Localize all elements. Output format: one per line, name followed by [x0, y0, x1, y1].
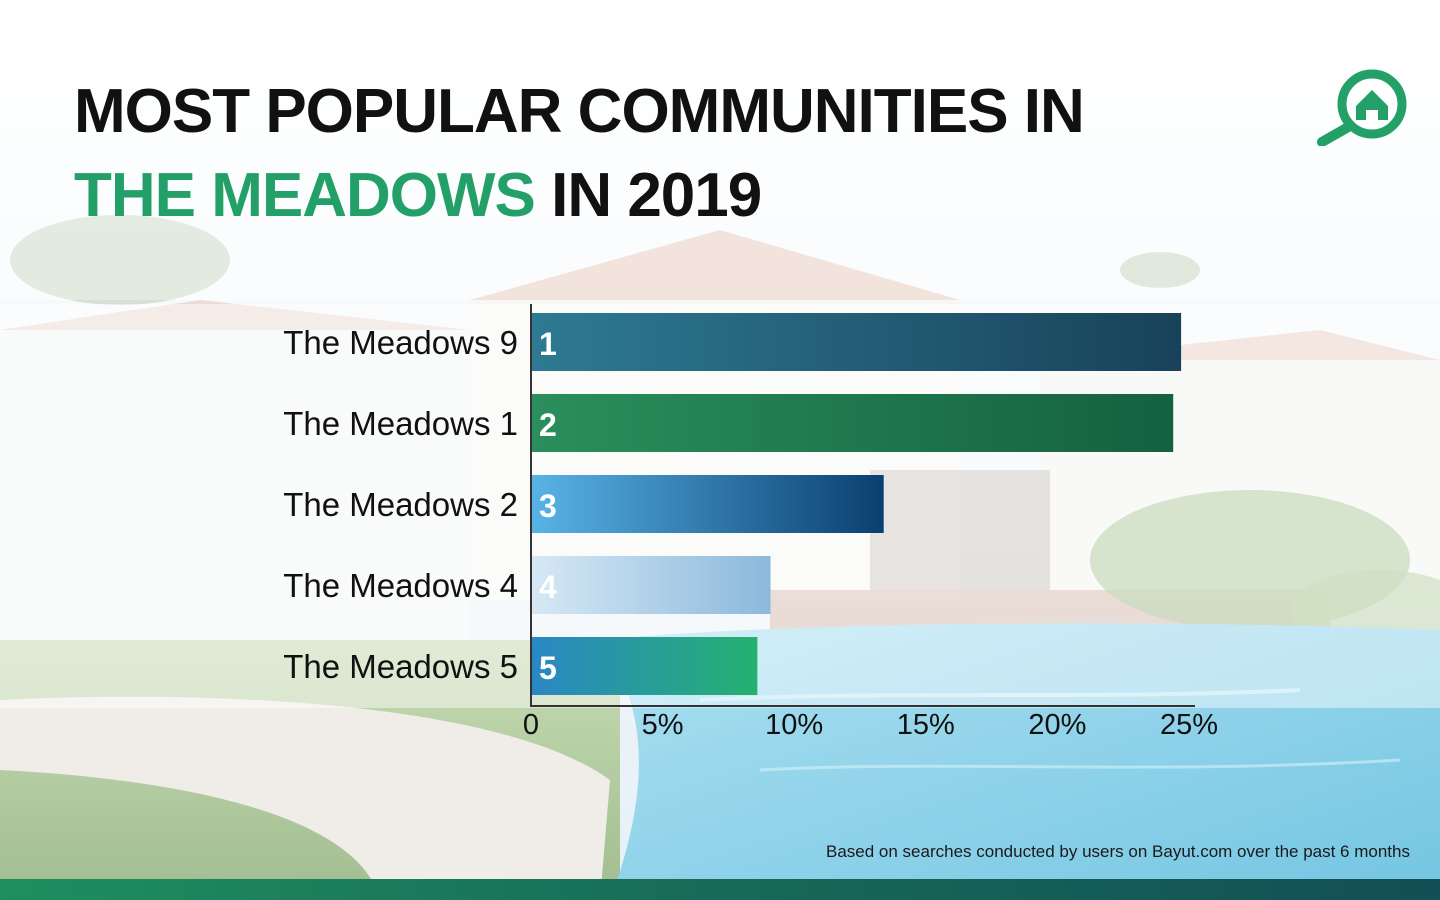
rank-label: 1 [539, 326, 557, 362]
x-tick-label: 5% [642, 709, 684, 741]
category-label: The Meadows 9 [283, 324, 518, 361]
bottom-accent-bar [0, 879, 1440, 900]
x-tick-label: 25% [1160, 709, 1218, 741]
category-label: The Meadows 1 [283, 405, 518, 442]
bar-the-meadows-2 [532, 475, 884, 533]
source-footnote: Based on searches conducted by users on … [825, 842, 1410, 861]
bar-the-meadows-4 [532, 556, 771, 614]
title-highlight: THE MEADOWS [74, 161, 536, 230]
category-label: The Meadows 5 [283, 648, 518, 685]
category-label: The Meadows 4 [283, 567, 518, 604]
title-line-2-rest: IN 2019 [534, 161, 762, 230]
title-line-1: MOST POPULAR COMMUNITIES IN [74, 77, 1085, 146]
page-title: MOST POPULAR COMMUNITIES IN THE MEADOWS I… [74, 70, 1085, 238]
rank-label: 2 [539, 407, 557, 443]
rank-label: 3 [539, 488, 557, 524]
x-tick-label: 15% [897, 709, 955, 741]
category-label: The Meadows 2 [283, 486, 518, 523]
bar-the-meadows-1 [532, 394, 1174, 452]
bar-the-meadows-9 [532, 313, 1182, 371]
rank-label: 4 [539, 569, 557, 605]
x-tick-label: 10% [765, 709, 823, 741]
x-tick-label: 20% [1028, 709, 1086, 741]
x-tick-label: 0 [523, 709, 539, 741]
rank-label: 5 [539, 650, 557, 686]
bar-the-meadows-5 [532, 637, 758, 695]
magnifier-house-icon [1317, 69, 1407, 146]
